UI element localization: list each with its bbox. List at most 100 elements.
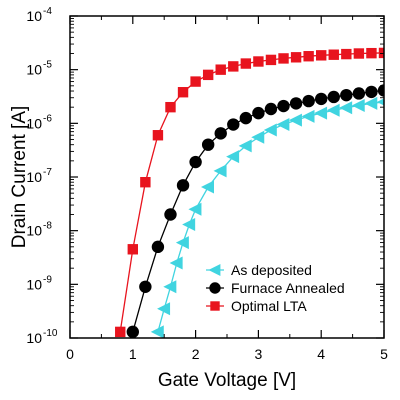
y-tick-exponent: -6 xyxy=(43,113,52,124)
data-point xyxy=(169,256,183,270)
x-tick-label: 1 xyxy=(129,346,137,362)
y-tick-exponent: -4 xyxy=(43,6,52,17)
data-point xyxy=(163,280,177,294)
legend-marker xyxy=(208,264,221,276)
data-point xyxy=(213,164,227,178)
data-point xyxy=(115,326,126,338)
data-point xyxy=(328,49,339,60)
data-point xyxy=(265,54,277,66)
data-point xyxy=(301,109,315,123)
data-point xyxy=(289,97,303,110)
x-tick-label: 0 xyxy=(66,346,74,362)
x-tick-label: 3 xyxy=(255,346,263,362)
data-point xyxy=(352,87,366,100)
y-tick-label: 10 xyxy=(26,223,42,239)
data-point xyxy=(151,240,165,254)
data-point xyxy=(175,236,189,250)
data-point xyxy=(288,113,302,127)
legend-label: Furnace Annealed xyxy=(231,280,345,296)
data-point xyxy=(127,244,138,255)
y-tick-label: 10 xyxy=(26,169,42,185)
legend-marker xyxy=(209,282,221,294)
data-point xyxy=(152,130,164,141)
data-point xyxy=(157,302,171,316)
data-point xyxy=(377,84,384,97)
data-point xyxy=(189,155,202,169)
data-point xyxy=(239,111,253,125)
data-point xyxy=(238,139,252,153)
y-tick-label: 10 xyxy=(26,115,42,131)
data-point xyxy=(316,50,327,61)
data-point xyxy=(339,101,353,115)
data-point xyxy=(340,88,353,102)
legend-label: As deposited xyxy=(231,262,312,278)
data-point xyxy=(139,280,152,293)
y-tick-label: 10 xyxy=(26,276,42,292)
legend-label: Optimal LTA xyxy=(231,298,307,314)
data-point xyxy=(251,130,265,144)
x-axis-title: Gate Voltage [V] xyxy=(158,370,296,391)
data-point xyxy=(226,150,240,164)
data-point xyxy=(326,103,340,117)
series-layer xyxy=(115,47,384,338)
data-point xyxy=(182,218,196,232)
data-point xyxy=(378,47,384,59)
data-point xyxy=(327,90,340,104)
legend-marker xyxy=(210,301,220,311)
series-line xyxy=(119,52,384,332)
y-tick-label: 10 xyxy=(26,62,42,78)
y-tick-exponent: -9 xyxy=(43,274,52,285)
y-tick-label: 10 xyxy=(26,8,42,24)
data-point xyxy=(351,98,365,112)
x-tick-label: 4 xyxy=(317,346,325,362)
series-as-deposited xyxy=(150,96,384,338)
y-tick-label: 10 xyxy=(26,330,42,346)
data-point xyxy=(290,52,302,63)
x-tick-label: 5 xyxy=(380,346,388,362)
data-point xyxy=(264,102,278,116)
legend: As deposited Furnace Annealed Optimal LTA xyxy=(206,262,345,314)
data-point xyxy=(164,208,177,221)
data-point xyxy=(276,118,290,132)
data-point xyxy=(140,177,151,188)
data-point xyxy=(228,61,239,72)
data-point xyxy=(263,123,277,137)
data-point xyxy=(277,99,290,113)
y-tick-exponent: -5 xyxy=(43,60,52,71)
series-furnace-annealed xyxy=(126,84,384,338)
data-point xyxy=(201,180,215,194)
data-point xyxy=(253,56,264,67)
data-point xyxy=(353,48,365,59)
y-tick-exponent: -7 xyxy=(43,167,52,178)
y-tick-exponent: -8 xyxy=(43,221,52,232)
data-point xyxy=(376,98,384,106)
data-point xyxy=(365,85,378,99)
data-point xyxy=(165,101,176,113)
data-point xyxy=(240,58,252,69)
series-optimal-lta xyxy=(115,47,384,338)
data-point xyxy=(314,106,328,120)
data-point xyxy=(341,48,352,60)
data-point xyxy=(150,325,164,338)
series-line xyxy=(157,101,384,333)
data-point xyxy=(215,64,226,75)
data-point xyxy=(188,202,202,216)
data-point xyxy=(278,53,289,64)
data-point xyxy=(252,106,265,120)
data-point xyxy=(214,127,227,140)
y-axis-title: Drain Current [A] xyxy=(9,106,30,249)
data-point xyxy=(190,76,201,87)
data-point xyxy=(366,47,377,59)
data-point xyxy=(201,138,215,151)
data-point xyxy=(176,179,190,192)
data-point xyxy=(315,92,328,106)
data-point xyxy=(303,51,314,62)
data-point xyxy=(364,96,378,110)
data-point xyxy=(302,94,315,108)
data-point xyxy=(227,118,240,131)
x-tick-label: 2 xyxy=(192,346,200,362)
data-point xyxy=(202,69,214,81)
data-point xyxy=(177,87,189,98)
